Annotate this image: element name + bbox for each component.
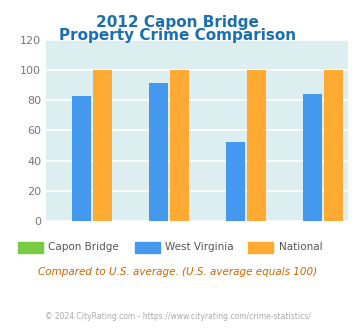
Bar bbox=[226, 143, 245, 221]
Text: 2012 Capon Bridge: 2012 Capon Bridge bbox=[96, 15, 259, 30]
Bar bbox=[72, 96, 91, 221]
Bar bbox=[170, 70, 189, 221]
Bar bbox=[93, 70, 112, 221]
Text: National: National bbox=[279, 243, 322, 252]
Bar bbox=[303, 94, 322, 221]
Text: Capon Bridge: Capon Bridge bbox=[48, 243, 119, 252]
Bar bbox=[324, 70, 343, 221]
Bar bbox=[247, 70, 266, 221]
Text: Property Crime Comparison: Property Crime Comparison bbox=[59, 28, 296, 43]
Text: West Virginia: West Virginia bbox=[165, 243, 234, 252]
Bar bbox=[149, 83, 168, 221]
Text: Compared to U.S. average. (U.S. average equals 100): Compared to U.S. average. (U.S. average … bbox=[38, 267, 317, 277]
Text: © 2024 CityRating.com - https://www.cityrating.com/crime-statistics/: © 2024 CityRating.com - https://www.city… bbox=[45, 312, 310, 321]
